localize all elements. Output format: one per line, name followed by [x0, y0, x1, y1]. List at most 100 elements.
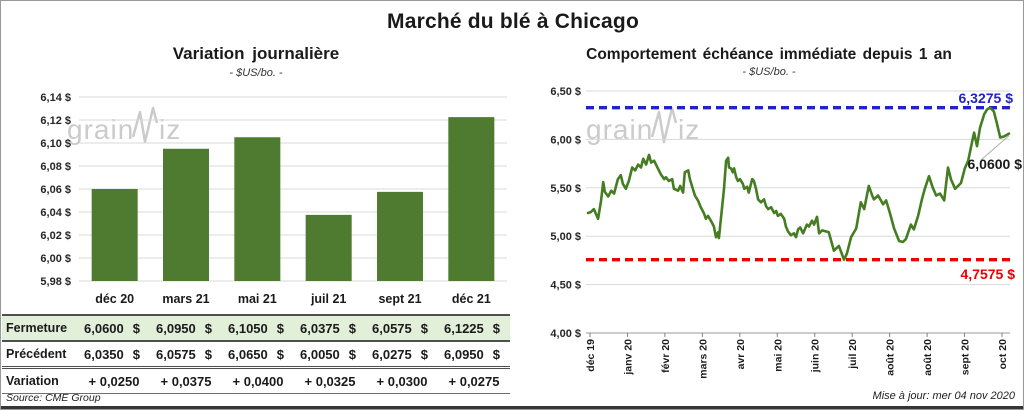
x-axis-label: févr 20 — [660, 339, 672, 373]
x-axis-label: juin 20 — [810, 339, 822, 373]
bar — [377, 191, 423, 281]
cell-value: 6,0575 — [156, 346, 196, 362]
bar-chart-title: Variation journalière — [172, 44, 340, 63]
lower-ref-label: 4,7575 $ — [961, 266, 1016, 282]
x-axis-label: juil 21 — [310, 292, 346, 306]
x-axis-label: juil 20 — [847, 339, 859, 370]
x-axis-label: août 20 — [885, 339, 897, 376]
x-axis-label: mars 21 — [162, 292, 209, 306]
y-axis-label: 6,04 $ — [40, 207, 71, 219]
watermark-text: grain — [67, 114, 134, 145]
table-row-fermeture: Fermeture 6,0600 $6,0950 $ 6,1050 $6,0375 $6,0… — [2, 315, 510, 341]
row-label: Précédent — [6, 347, 67, 361]
cell-value: 6,0275 — [372, 346, 412, 362]
x-axis-label: sept 20 — [960, 339, 972, 375]
x-axis-label: mai 20 — [772, 339, 784, 372]
table-cell: 6,0650 $ — [222, 341, 294, 368]
currency-symbol: $ — [276, 346, 284, 362]
y-axis-label: 6,00 $ — [40, 253, 71, 265]
cell-value: 6,0350 — [84, 346, 124, 362]
cell-value: 6,0575 — [372, 320, 412, 336]
y-axis-label: 5,50 $ — [550, 183, 581, 195]
currency-symbol: $ — [492, 346, 500, 362]
price-line — [586, 106, 1011, 261]
table-cell: + 0,0275 — [448, 373, 500, 389]
upper-ref-label: 6,3275 $ — [959, 90, 1014, 106]
bar — [305, 214, 352, 281]
x-axis-label: avr 20 — [735, 339, 747, 370]
table-cell: 6,1050 $ — [222, 315, 294, 341]
cell-value: 6,0950 — [444, 346, 484, 362]
watermark-zigzag-icon — [131, 106, 159, 144]
table-cell: 6,0600 $ — [78, 315, 150, 341]
table-cell: 6,0950 $ — [150, 315, 222, 341]
y-axis-label: 6,14 $ — [40, 92, 71, 104]
table-cell: 6,0575 $ — [366, 315, 438, 341]
table-row-variation: Variation + 0,0250 + 0,0375 + 0,0400 + 0,032… — [2, 368, 510, 394]
y-axis-label: 6,06 $ — [40, 184, 71, 196]
cell-value: 6,0650 — [228, 346, 268, 362]
cell-value: 6,0375 — [300, 320, 340, 336]
bottom-border-strip — [1, 406, 1023, 409]
currency-symbol: $ — [420, 320, 428, 336]
watermark-zigzag-icon — [650, 106, 678, 144]
bar — [234, 137, 281, 281]
table-cell: + 0,0375 — [160, 373, 212, 389]
cell-value: 6,1050 — [228, 320, 268, 336]
x-axis-label: janv 20 — [622, 339, 634, 376]
currency-symbol: $ — [204, 346, 212, 362]
y-axis-label: 6,00 $ — [550, 134, 581, 146]
currency-symbol: $ — [492, 320, 500, 336]
table-cell: + 0,0325 — [304, 373, 356, 389]
watermark-text: grain — [586, 114, 653, 145]
cell-value: 6,0050 — [300, 346, 340, 362]
currency-symbol: $ — [132, 346, 140, 362]
y-axis-label: 6,08 $ — [40, 161, 71, 173]
table-cell: 6,0375 $ — [294, 315, 366, 341]
cell-value: 6,0600 — [84, 320, 124, 336]
currency-symbol: $ — [204, 320, 212, 336]
table-cell: 6,1225 $ — [438, 315, 510, 341]
y-axis-label: 6,02 $ — [40, 230, 71, 242]
table-cell: 6,0950 $ — [438, 341, 510, 368]
currency-symbol: $ — [348, 320, 356, 336]
grainwiz-watermark: grain iz — [67, 106, 180, 145]
table-cell: 6,0575 $ — [150, 341, 222, 368]
currency-symbol: $ — [132, 320, 140, 336]
line-chart-subtitle: - $US/bo. - — [742, 66, 796, 78]
currency-symbol: $ — [420, 346, 428, 362]
page-title: Marché du blé à Chicago — [387, 10, 639, 33]
y-axis-label: 4,50 $ — [550, 280, 581, 292]
bar — [448, 117, 495, 281]
currency-symbol: $ — [276, 320, 284, 336]
bar-chart-subtitle: - $US/bo. - — [229, 67, 283, 79]
x-axis-label: déc 21 — [452, 292, 491, 306]
x-axis-label: déc 20 — [95, 292, 134, 306]
x-axis-label: mai 21 — [238, 292, 277, 306]
y-axis-label: 6,50 $ — [550, 86, 581, 98]
table-cell: 6,0350 $ — [78, 341, 150, 368]
x-axis-label: déc 19 — [585, 339, 597, 372]
y-axis-label: 4,00 $ — [550, 328, 581, 340]
last-price-label: 6,0600 $ — [968, 156, 1023, 172]
watermark-text: iz — [678, 114, 700, 145]
bar-chart: grain iz 6,14 $ 6,12 $ 6,10 $ 6,08 $ 6,06 $ 6,0… — [40, 92, 507, 306]
row-label: Fermeture — [6, 321, 68, 335]
x-axis-label: août 20 — [922, 339, 934, 376]
bar — [91, 189, 138, 281]
row-label: Variation — [6, 374, 59, 388]
line-chart-title: Comportement échéance immédiate depuis 1… — [586, 46, 952, 63]
leader-line — [980, 135, 1010, 161]
y-axis-label: 6,12 $ — [40, 115, 71, 127]
line-chart: grain iz 6,50 $ 6,00 $ 5,50 $ 5,00 $ 4,50 $ 4,0… — [550, 86, 1023, 379]
table-cell: 6,0275 $ — [366, 341, 438, 368]
bar — [163, 148, 209, 281]
y-axis-label: 6,10 $ — [40, 138, 71, 150]
currency-symbol: $ — [348, 346, 356, 362]
table-cell: + 0,0300 — [376, 373, 428, 389]
y-axis-label: 5,00 $ — [550, 231, 581, 243]
table-row-precedent: Précédent 6,0350 $6,0575 $6,0650 $6,0050 $6,0… — [2, 341, 510, 368]
table-cell: 6,0050 $ — [294, 341, 366, 368]
x-axis-label: sept 21 — [378, 292, 421, 306]
